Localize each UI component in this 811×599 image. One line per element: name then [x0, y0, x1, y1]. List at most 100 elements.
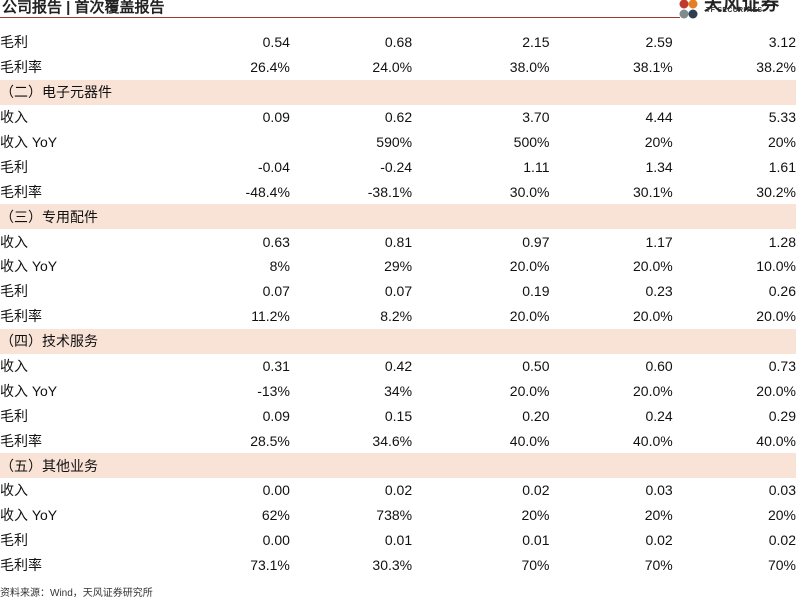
header-divider	[0, 17, 680, 18]
table-cell: 2.59	[645, 34, 673, 51]
table-cell: 20%	[521, 507, 550, 524]
table-cell: 20.0%	[509, 258, 550, 275]
table-cell: 0.02	[522, 482, 550, 499]
table-cell: 70%	[767, 557, 796, 574]
table-cell: 0.81	[384, 233, 413, 250]
table-cell: 34.6%	[372, 432, 413, 449]
table-cell: 0.31	[262, 358, 290, 375]
table-cell: 8.2%	[380, 308, 413, 325]
table-cell: -0.24	[380, 158, 413, 175]
table-cell: 30.2%	[756, 183, 796, 200]
row-label: 收入	[0, 109, 28, 126]
section-label: （五）其他业务	[0, 453, 796, 479]
table-cell: 0.20	[522, 407, 550, 424]
row-label: 收入 YoY	[0, 134, 58, 150]
row-label: 收入 YoY	[0, 382, 58, 399]
table-cell: -48.4%	[245, 183, 290, 200]
company-logo: 天风证券 TF SECURITIES	[678, 0, 808, 22]
table-row: 毛利 0.54 0.68 2.15 2.59 3.12	[0, 30, 796, 55]
table-cell: 0.73	[768, 358, 796, 375]
table-cell: 590%	[376, 134, 413, 150]
table-cell: 20.0%	[633, 308, 673, 325]
row-label: 收入 YoY	[0, 507, 58, 524]
table-cell: 40.0%	[633, 432, 673, 449]
source-note: 资料来源：Wind，天风证券研究所	[0, 588, 153, 599]
table-cell: 30.1%	[633, 183, 673, 200]
section-row: （四）技术服务	[0, 328, 796, 354]
table-cell: 0.62	[384, 109, 413, 126]
table-cell: 4.44	[645, 109, 673, 126]
table-cell: 0.63	[262, 233, 290, 250]
table-cell: 1.11	[523, 158, 550, 175]
table-cell: 26.4%	[250, 59, 290, 76]
table-cell: 0.97	[522, 233, 550, 250]
table-cell: -38.1%	[367, 183, 413, 200]
table-cell: 70%	[521, 557, 550, 574]
table-cell: 30.0%	[509, 183, 550, 200]
table-cell: 70%	[644, 557, 673, 574]
table-cell: -0.04	[257, 158, 290, 175]
table-row: 毛利率 28.5% 34.6% 40.0% 40.0% 40.0%	[0, 428, 796, 453]
row-label: 毛利	[0, 283, 28, 300]
row-label: 毛利率	[0, 308, 42, 325]
table-row: 毛利 0.09 0.15 0.20 0.24 0.29	[0, 403, 796, 428]
table-row: 收入 0.00 0.02 0.02 0.03 0.03	[0, 478, 796, 503]
logo-text-cn: 天风证券	[704, 0, 780, 14]
row-label: 收入	[0, 233, 28, 250]
section-label: （四）技术服务	[0, 328, 796, 354]
table-cell: 0.01	[384, 532, 413, 549]
table-cell: 10.0%	[756, 258, 796, 275]
table-cell: 0.01	[522, 532, 550, 549]
table-row: 收入 0.31 0.42 0.50 0.60 0.73	[0, 354, 796, 379]
section-row: （二）电子元器件	[0, 79, 796, 105]
table-cell: 11.2%	[251, 308, 290, 325]
table-cell: 8%	[269, 258, 290, 275]
row-label: 收入	[0, 358, 28, 375]
table-cell: -13%	[257, 382, 290, 399]
table-cell: 1.17	[645, 233, 673, 250]
table-cell: 0.07	[384, 283, 413, 300]
row-label: 毛利	[0, 532, 28, 549]
table-cell: 0.02	[645, 532, 673, 549]
table-cell: 20.0%	[633, 258, 673, 275]
table-cell: 38.2%	[756, 59, 796, 76]
table-cell: 0.29	[768, 407, 796, 424]
segment-forecast-table: 毛利 0.54 0.68 2.15 2.59 3.12 毛利率 26.4% 24.0% 38.0%…	[0, 30, 796, 578]
table-cell: 20.0%	[756, 308, 796, 325]
logo-text-en: TF SECURITIES	[706, 7, 763, 14]
table-cell: 0.09	[262, 407, 290, 424]
section-row: （五）其他业务	[0, 453, 796, 479]
table-cell: 3.70	[522, 109, 550, 126]
report-title: 公司报告 | 首次覆盖报告	[2, 0, 165, 16]
table-cell: 20%	[767, 507, 796, 524]
table-cell: 0.03	[645, 482, 673, 499]
table-cell: 28.5%	[250, 432, 290, 449]
table-cell: 0.00	[262, 482, 290, 499]
table-cell: 20%	[644, 507, 673, 524]
row-label: 收入 YoY	[0, 258, 58, 275]
table-row: 毛利 0.00 0.01 0.01 0.02 0.02	[0, 528, 796, 553]
row-label: 毛利	[0, 407, 28, 424]
table-cell: 29%	[384, 258, 413, 275]
table-cell: 0.68	[384, 34, 413, 51]
table-cell: 1.61	[768, 158, 796, 175]
section-label: （二）电子元器件	[0, 79, 796, 105]
table-cell: 0.03	[768, 482, 796, 499]
table-row: 毛利率 73.1% 30.3% 70% 70% 70%	[0, 553, 796, 578]
section-label: （三）专用配件	[0, 204, 796, 230]
table-cell: 0.09	[262, 109, 290, 126]
table-cell: 20%	[767, 134, 796, 150]
row-label: 毛利	[0, 34, 28, 51]
table-row: 收入 0.09 0.62 3.70 4.44 5.33	[0, 105, 796, 130]
table-cell: 0.15	[384, 407, 413, 424]
row-label: 毛利率	[0, 183, 42, 200]
table-cell: 0.24	[645, 407, 673, 424]
table-cell: 20.0%	[509, 308, 550, 325]
report-header: 公司报告 | 首次覆盖报告 天风证券 TF SECURITIES	[0, 0, 811, 20]
logo-mark-icon	[679, 0, 698, 19]
table-row: 毛利率 -48.4% -38.1% 30.0% 30.1% 30.2%	[0, 179, 796, 204]
row-label: 收入	[0, 482, 28, 499]
table-cell: 40.0%	[509, 432, 550, 449]
section-row: （三）专用配件	[0, 204, 796, 230]
table-body: 毛利 0.54 0.68 2.15 2.59 3.12 毛利率 26.4% 24.0% 38.0%…	[0, 30, 796, 578]
